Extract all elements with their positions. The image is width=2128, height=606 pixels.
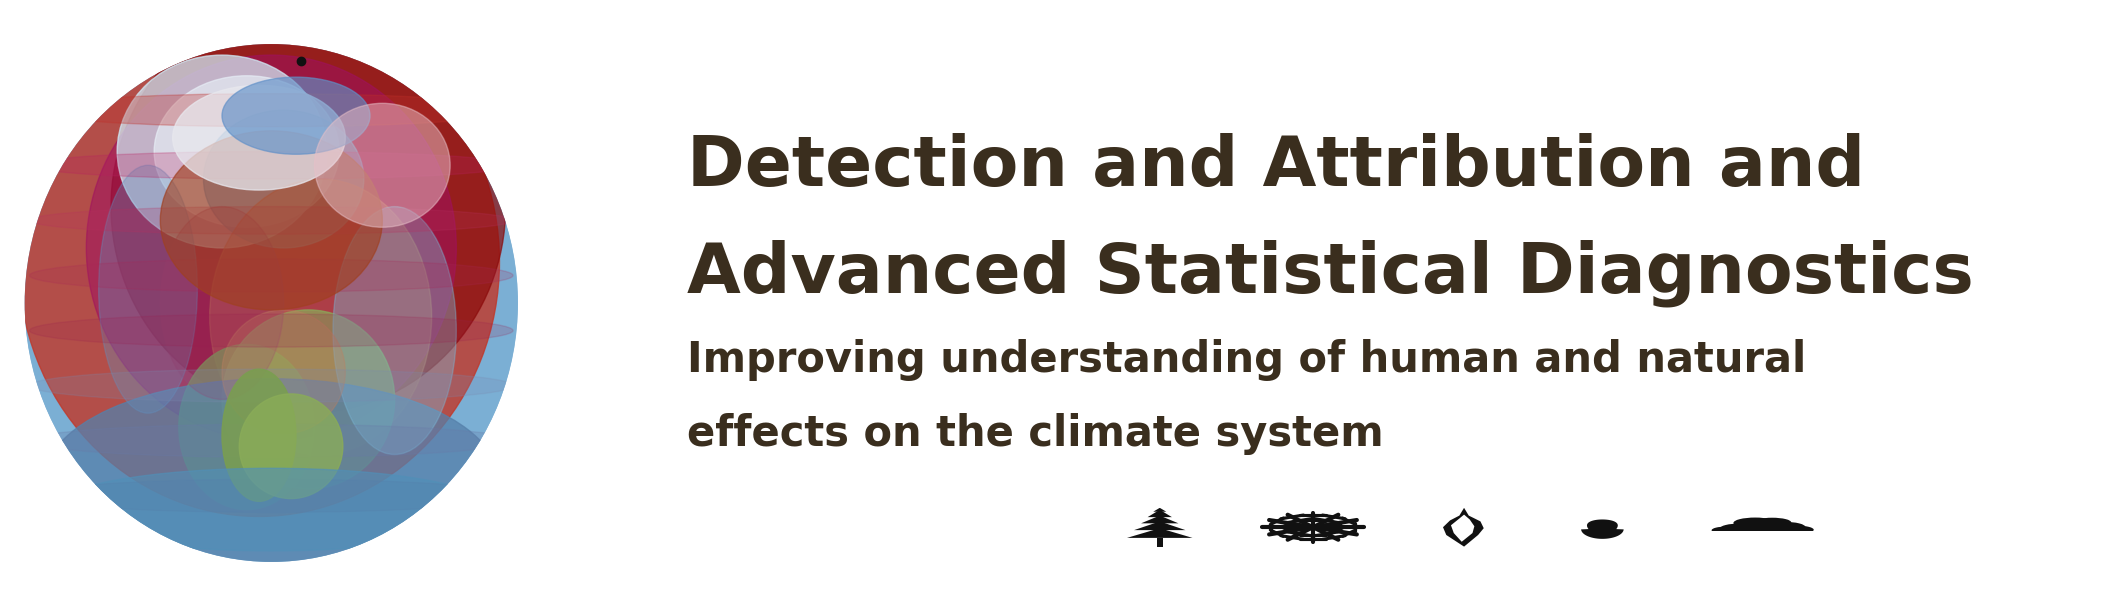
Polygon shape: [1147, 510, 1173, 517]
Ellipse shape: [204, 110, 364, 248]
Ellipse shape: [0, 0, 764, 606]
Polygon shape: [1153, 508, 1166, 511]
Ellipse shape: [0, 0, 813, 606]
Text: Detection and Attribution and: Detection and Attribution and: [687, 133, 1864, 199]
Ellipse shape: [179, 344, 315, 510]
Ellipse shape: [221, 369, 296, 501]
Ellipse shape: [172, 85, 345, 190]
Polygon shape: [1158, 538, 1162, 547]
Ellipse shape: [49, 468, 494, 551]
Ellipse shape: [43, 379, 500, 585]
Polygon shape: [1141, 516, 1179, 524]
Ellipse shape: [160, 131, 383, 310]
Text: Improving understanding of human and natural: Improving understanding of human and nat…: [687, 339, 1807, 381]
Ellipse shape: [30, 424, 513, 458]
Ellipse shape: [98, 165, 198, 413]
Circle shape: [1781, 525, 1813, 534]
Ellipse shape: [26, 44, 517, 562]
Polygon shape: [1711, 532, 1813, 536]
Ellipse shape: [315, 103, 451, 227]
Ellipse shape: [30, 152, 513, 179]
Ellipse shape: [117, 55, 328, 248]
Ellipse shape: [111, 0, 506, 413]
Circle shape: [1719, 524, 1760, 534]
Polygon shape: [1443, 508, 1483, 547]
Ellipse shape: [19, 7, 500, 516]
Ellipse shape: [30, 207, 513, 234]
Circle shape: [1711, 527, 1741, 534]
Ellipse shape: [221, 310, 394, 489]
Text: effects on the climate system: effects on the climate system: [687, 413, 1383, 455]
Ellipse shape: [221, 310, 345, 434]
Circle shape: [1734, 519, 1790, 533]
Polygon shape: [1581, 519, 1624, 539]
Circle shape: [1753, 518, 1792, 527]
Ellipse shape: [332, 207, 455, 454]
Ellipse shape: [153, 76, 338, 227]
Ellipse shape: [30, 94, 513, 127]
Ellipse shape: [30, 479, 513, 512]
Ellipse shape: [30, 314, 513, 347]
Text: Advanced Statistical Diagnostics: Advanced Statistical Diagnostics: [687, 239, 1973, 307]
Ellipse shape: [30, 369, 513, 402]
Circle shape: [1762, 522, 1805, 533]
Circle shape: [1734, 518, 1777, 528]
Ellipse shape: [221, 77, 370, 155]
Ellipse shape: [238, 394, 343, 499]
Polygon shape: [1134, 521, 1185, 530]
Polygon shape: [1451, 514, 1475, 542]
Ellipse shape: [87, 55, 455, 441]
Polygon shape: [1128, 528, 1192, 538]
Ellipse shape: [30, 259, 513, 292]
Ellipse shape: [160, 207, 283, 399]
Ellipse shape: [211, 179, 432, 454]
FancyBboxPatch shape: [1707, 531, 1817, 536]
